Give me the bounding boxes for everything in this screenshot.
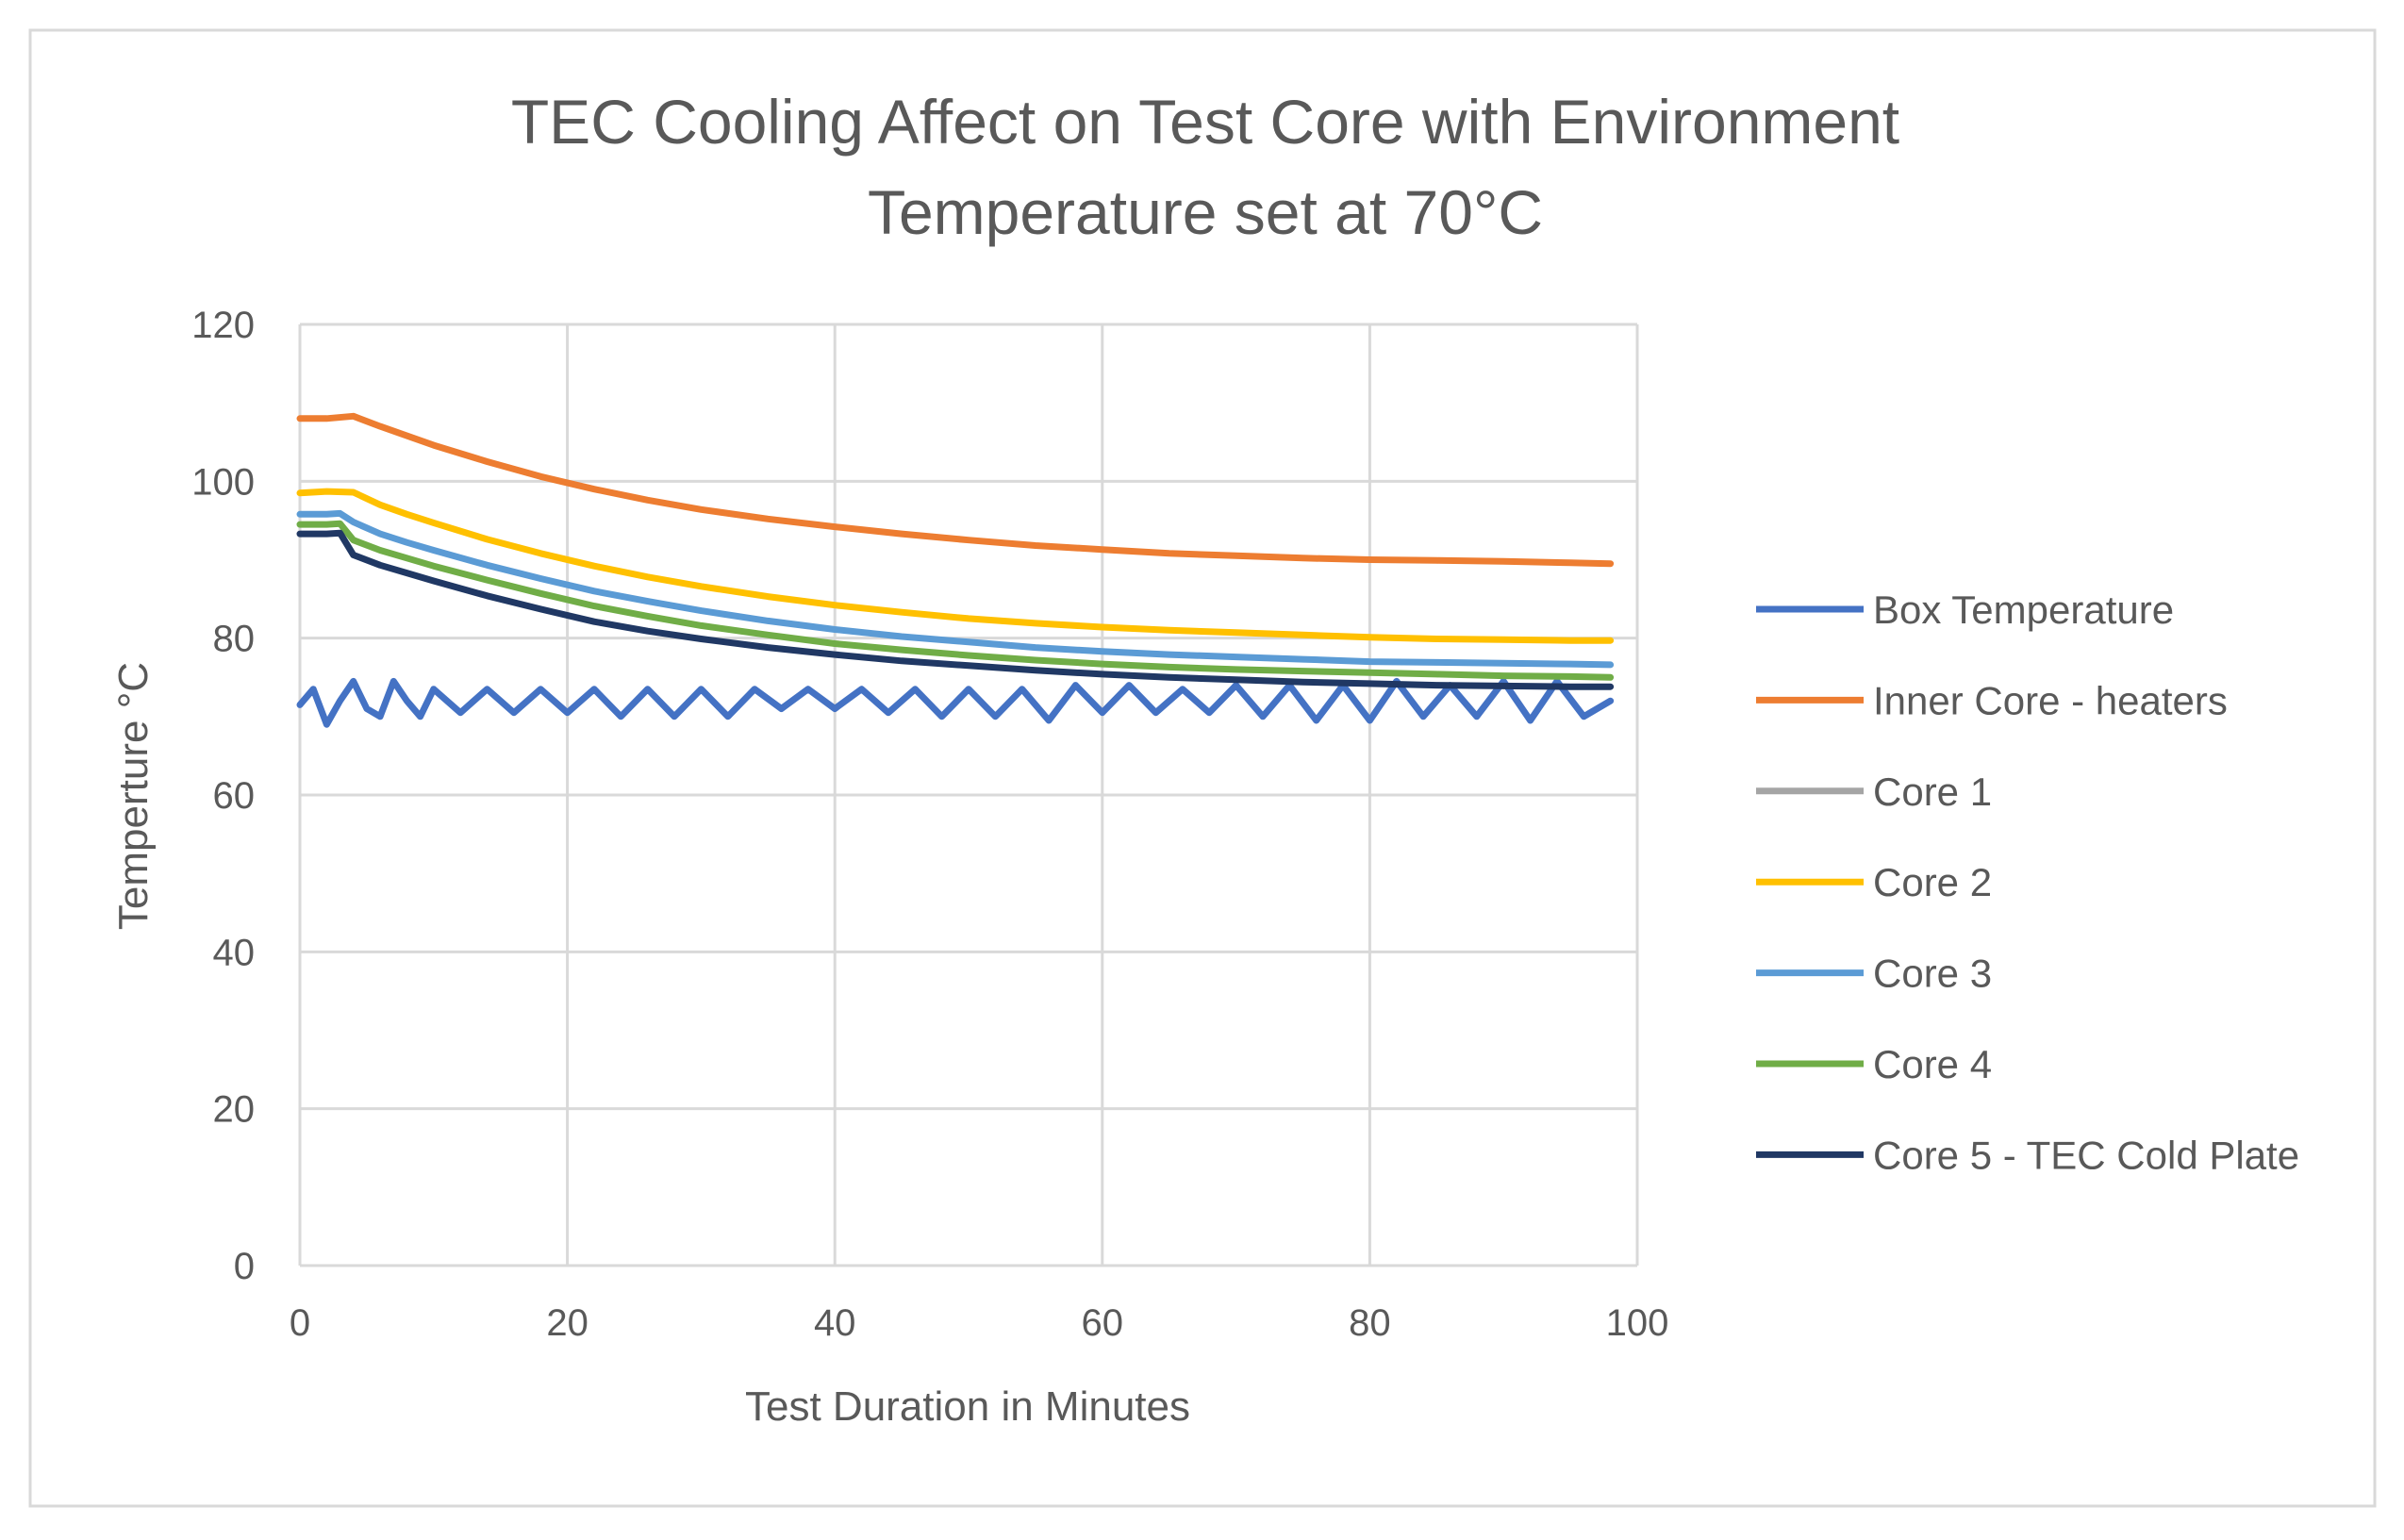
x-tick-label: 60 [1082,1302,1124,1344]
chart-background [28,28,2377,1508]
series-line-6 [296,520,1615,681]
legend-label: Core 5 - TEC Cold Plate [1873,1133,2299,1177]
x-axis-title: Test Duration in Minutes [745,1383,1190,1430]
chart-title: TEC Cooling Affect on Test Core with Env… [511,87,1899,247]
legend-item: Core 5 - TEC Cold Plate [1756,1133,2299,1177]
x-tick-label: 0 [290,1302,310,1344]
y-tick-label: 40 [213,932,256,973]
series-line-1 [296,677,1615,728]
x-axis-ticks: 0 20 40 60 80 100 [290,1302,1669,1344]
y-tick-label: 60 [213,775,256,817]
legend-item: Box Temperature [1756,588,2174,632]
legend-label: Box Temperature [1873,588,2174,632]
legend-label: Inner Core - heaters [1873,678,2228,722]
legend-item: Core 2 [1756,860,1992,904]
y-axis-ticks: 0 20 40 60 80 100 120 [191,305,255,1287]
gridlines [298,323,1639,1267]
legend-item: Core 3 [1756,952,1992,996]
chart-title-line-1: TEC Cooling Affect on Test Core with Env… [511,87,1899,157]
chart-title-line-2: Temperature set at 70°C [868,177,1543,247]
legend-label: Core 1 [1873,770,1992,814]
series-lines [296,412,1615,728]
y-tick-label: 100 [191,461,255,503]
series-line-5 [296,509,1615,669]
y-tick-label: 0 [234,1246,255,1287]
series-line-2 [296,412,1615,568]
x-tick-label: 40 [814,1302,856,1344]
series-line-7 [296,529,1615,690]
y-tick-label: 120 [191,305,255,346]
y-tick-label: 20 [213,1089,256,1131]
x-tick-label: 80 [1349,1302,1391,1344]
legend: Box Temperature Inner Core - heaters Core … [1756,588,2299,1177]
legend-item: Core 1 [1756,770,1992,814]
series-line-4 [296,488,1615,644]
legend-label: Core 2 [1873,860,1992,904]
x-tick-label: 20 [546,1302,589,1344]
legend-item: Core 4 [1756,1042,1992,1086]
legend-label: Core 4 [1873,1042,1992,1086]
x-tick-label: 100 [1606,1302,1669,1344]
y-axis-title: Temperture °C [110,662,157,930]
legend-item: Inner Core - heaters [1756,678,2228,722]
legend-label: Core 3 [1873,952,1992,996]
y-tick-label: 80 [213,619,256,660]
